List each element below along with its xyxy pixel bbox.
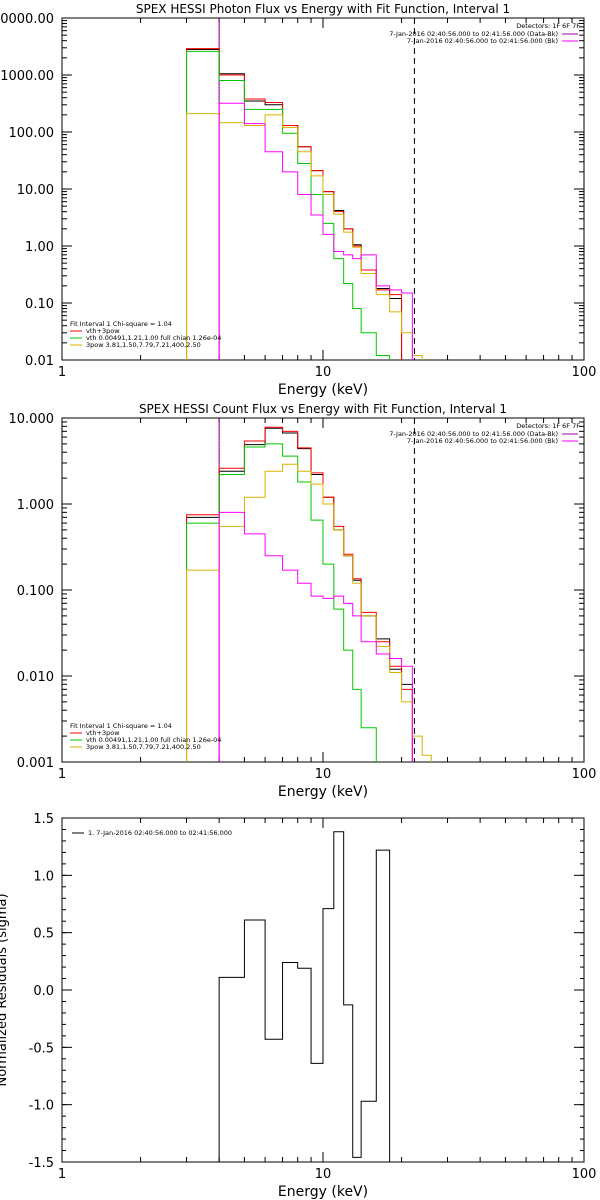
chart-panel-3: 1 10 100 -1.5 -1.0 -0.5 0.0 0.5 1.0 1.5 Energy (ke… [0,812,596,1200]
interval-label: 7-Jan-2016 02:40:56.000 to 02:41:56.000 … [389,30,558,38]
series-1- [218,831,391,1162]
chart-title: SPEX HESSI Count Flux vs Energy with Fit… [139,402,507,416]
interval-label: 7-Jan-2016 02:40:56.000 to 02:41:56.000 … [389,430,558,438]
x-tick-label: 1 [58,767,66,782]
series-series-0 [186,427,413,762]
y-tick-label: 10000.00 [0,12,54,27]
chart-title: SPEX HESSI Photon Flux vs Energy with Fi… [136,2,510,16]
x-axis-title: Energy (keV) [278,382,368,398]
x-axis-title: Energy (keV) [278,784,368,800]
x-tick-label: 100 [572,365,597,380]
series-series-4 [218,102,413,360]
y-axis-title: Normalized Residuals (sigma) [0,893,10,1086]
y-tick-label: 10.000 [9,412,55,427]
y-tick-label: 0.01 [25,354,54,369]
legend-header: Fit Interval 1 Chi-square = 1.04 [70,320,172,328]
y-tick-label: 0.100 [17,584,54,599]
y-tick-label: 100.00 [9,126,55,141]
series-series-4 [218,511,413,762]
y-tick-label: 0.010 [17,670,54,685]
x-tick-label: 1 [58,1167,66,1182]
series-vth [186,443,377,762]
series-vth [186,50,391,360]
y-tick-label: -1.0 [29,1099,54,1114]
legend-entry: vth+3pow [86,327,120,335]
series-3pow [186,463,432,762]
x-tick-label: 10 [315,1167,332,1182]
detectors-label: Detectors: 1F 6F 7F [516,422,580,430]
y-tick-label: 0.5 [33,927,54,942]
legend-entry: vth+3pow [86,729,120,737]
detectors-label: Detectors: 1F 6F 7F [516,22,580,30]
x-axis-title: Energy (keV) [278,1184,368,1200]
plot-frame [61,417,585,763]
series-vth-3pow [186,426,413,762]
legend-entry: 3pow 3.81,1.50,7.79,7.21,400,2.50 [86,743,201,751]
y-tick-label: 0.10 [25,297,54,312]
y-tick-label: 10.00 [17,183,54,198]
x-tick-label: 10 [315,365,332,380]
y-tick-label: 1.0 [33,869,54,884]
y-tick-label: 1.00 [25,240,54,255]
x-tick-label: 100 [572,767,597,782]
x-tick-label: 1 [58,365,66,380]
y-tick-label: 1.5 [33,812,54,827]
legend-entry: vth 0.00491,1.21,1.00 full chian 1.26e-0… [86,334,221,342]
y-tick-label: 0.0 [33,984,54,999]
y-tick-label: -0.5 [29,1041,54,1056]
chart-panel-1: SPEX HESSI Photon Flux vs Energy with Fi… [0,2,596,398]
x-tick-label: 100 [572,1167,597,1182]
interval-label: 7-Jan-2016 02:40:56.000 to 02:41:56.000 … [407,37,558,45]
legend-entry: 1. 7-Jan-2016 02:40:56.000 to 02:41:56.0… [88,829,232,837]
interval-label: 7-Jan-2016 02:40:56.000 to 02:41:56.000 … [407,437,558,445]
legend-entry: vth 0.00491,1.21,1.00 full chian 1.26e-0… [86,736,221,744]
legend-entry: 3pow 3.81,1.50,7.79,7.21,400,2.50 [86,341,201,349]
y-tick-label: 1.000 [17,498,54,513]
y-tick-label: 1000.00 [0,69,54,84]
chart-panel-2: SPEX HESSI Count Flux vs Energy with Fit… [9,402,597,800]
series-3pow [186,113,423,360]
y-tick-label: 0.001 [17,756,54,771]
y-tick-label: -1.5 [29,1156,54,1171]
legend-header: Fit Interval 1 Chi-square = 1.04 [70,722,172,730]
x-tick-label: 10 [315,767,332,782]
